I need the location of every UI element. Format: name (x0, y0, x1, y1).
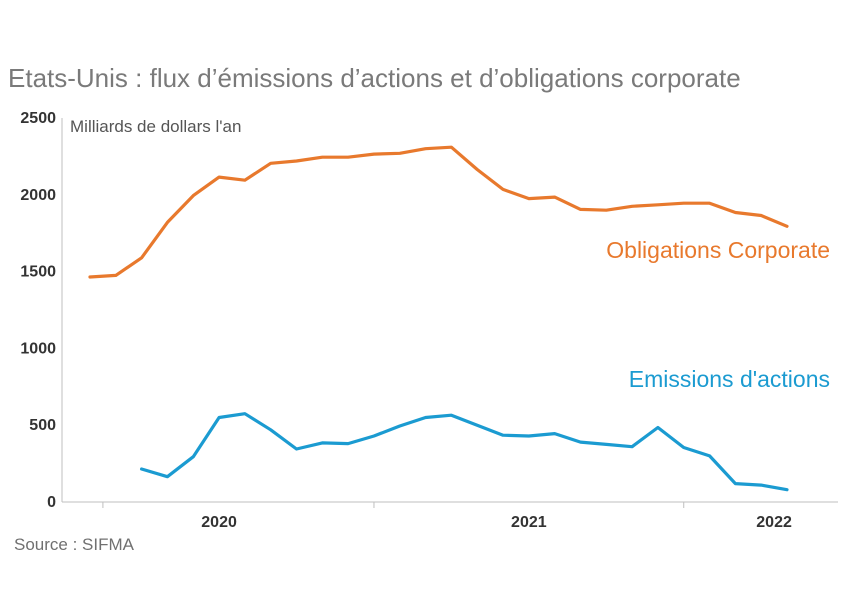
y-tick-label-2000: 2000 (20, 187, 56, 204)
y-axis-label: Milliards de dollars l'an (70, 117, 241, 136)
x-tick-label-2020: 2020 (201, 514, 237, 531)
y-axis-tick-labels: 0 500 1000 1500 2000 2500 (20, 110, 56, 511)
series-line-obligations-corporate (88, 145, 789, 279)
y-tick-label-500: 500 (29, 417, 56, 434)
gridlines (61, 118, 838, 508)
x-tick-label-2021: 2021 (511, 514, 547, 531)
y-tick-label-1500: 1500 (20, 264, 56, 281)
x-tick-label-2022: 2022 (756, 514, 792, 531)
y-tick-label-0: 0 (47, 494, 56, 511)
y-tick-label-1000: 1000 (20, 340, 56, 357)
y-tick-label-2500: 2500 (20, 110, 56, 127)
x-axis-tick-labels: 2020 2021 2022 (201, 514, 792, 531)
series-line-emissions-actions (140, 412, 789, 492)
series-lines (88, 145, 789, 492)
series-label-emissions-actions: Emissions d'actions (629, 366, 830, 392)
source-note: Source : SIFMA (14, 535, 135, 554)
chart-title: Etats-Unis : flux d’émissions d’actions … (8, 63, 741, 93)
series-label-obligations-corporate: Obligations Corporate (606, 237, 830, 263)
